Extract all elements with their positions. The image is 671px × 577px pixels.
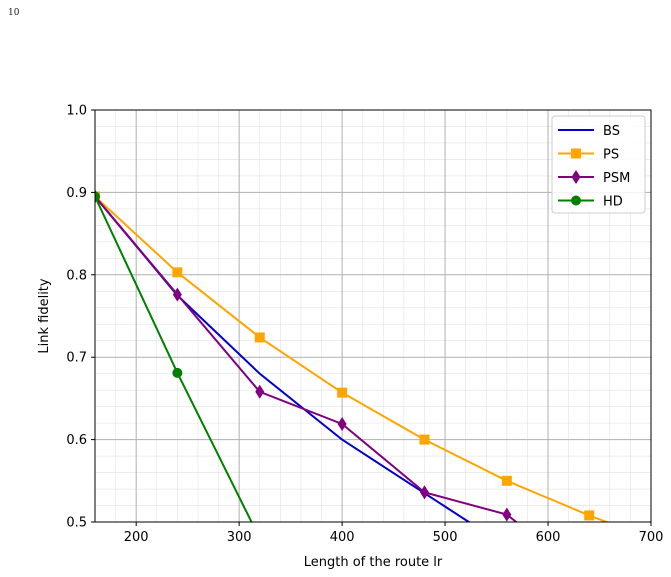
series-psm xyxy=(95,189,594,577)
y-tick-label: 0.7 xyxy=(66,351,87,366)
x-tick-label: 300 xyxy=(227,530,252,545)
data-point-ps xyxy=(254,332,265,343)
legend-marker-ps xyxy=(571,148,581,159)
x-axis-label: Length of the route lr xyxy=(304,555,443,570)
y-axis-ticks: 0.5 0.6 0.7 0.8 0.9 1.0 xyxy=(66,104,95,531)
minor-grid xyxy=(95,110,651,522)
data-point-ps xyxy=(584,510,595,521)
legend-entry-ps: PS xyxy=(558,148,619,163)
legend-label-bs: BS xyxy=(603,124,620,139)
data-point-hd xyxy=(255,533,265,543)
x-tick-label: 200 xyxy=(124,530,149,545)
y-tick-label: 0.9 xyxy=(66,186,87,201)
legend-marker-hd xyxy=(571,195,581,206)
legend-marker-psm xyxy=(571,170,581,184)
legend-entry-bs: BS xyxy=(558,124,620,139)
x-tick-label: 600 xyxy=(536,530,561,545)
legend-entry-hd: HD xyxy=(558,195,623,210)
data-point-psm xyxy=(419,485,429,500)
x-tick-label: 500 xyxy=(433,530,458,545)
data-point-psm xyxy=(585,573,594,577)
data-point-hd xyxy=(95,191,100,202)
series-line-ps xyxy=(95,195,610,522)
y-axis-label: Link fidelity xyxy=(37,278,52,354)
data-point-ps xyxy=(337,387,348,398)
x-tick-label: 700 xyxy=(639,530,664,545)
data-point-psm xyxy=(255,384,265,399)
series-layer xyxy=(95,189,671,577)
legend-entry-psm: PSM xyxy=(558,170,630,186)
series-hd xyxy=(95,191,265,543)
plot-frame xyxy=(94,109,652,523)
data-point-psm xyxy=(502,507,512,522)
page-number: 10 xyxy=(8,8,20,18)
data-point-ps xyxy=(501,475,512,486)
legend-label-ps: PS xyxy=(603,148,619,163)
x-axis-ticks: 200 300 400 500 600 700 xyxy=(124,522,664,545)
data-point-psm xyxy=(337,416,347,431)
data-point-ps xyxy=(172,267,183,278)
y-tick-label: 0.5 xyxy=(66,516,87,531)
legend: BS PS PSM HD xyxy=(551,115,646,214)
x-tick-label: 400 xyxy=(330,530,355,545)
legend-label-hd: HD xyxy=(603,195,623,210)
data-point-hd xyxy=(172,367,183,378)
data-point-psm xyxy=(172,287,182,302)
y-tick-label: 0.6 xyxy=(66,433,87,448)
data-point-ps xyxy=(667,542,671,552)
legend-label-psm: PSM xyxy=(603,171,630,186)
legend-box xyxy=(551,115,646,214)
data-point-ps xyxy=(419,434,430,445)
y-tick-label: 0.8 xyxy=(66,268,87,283)
y-tick-label: 1.0 xyxy=(66,104,87,119)
